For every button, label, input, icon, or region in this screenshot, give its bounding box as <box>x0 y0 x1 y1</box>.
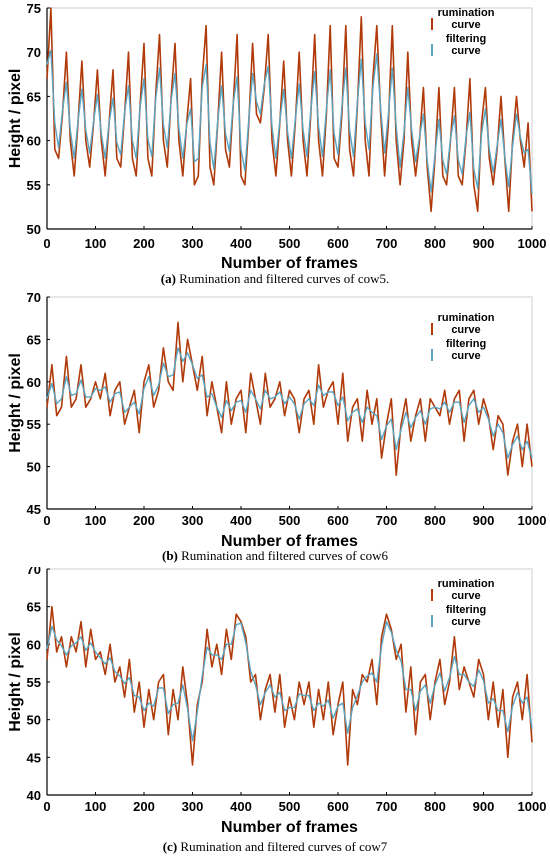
y-tick-label-c-1: 45 <box>27 750 41 765</box>
x-tick-label-c-2: 200 <box>133 799 155 814</box>
y-tick-label-b-3: 60 <box>27 375 41 390</box>
legend-label-b-0: rumination curve <box>438 312 495 336</box>
x-tick-label-c-9: 900 <box>473 799 495 814</box>
x-axis-title-c: Number of frames <box>221 819 358 836</box>
legend-label-c-0: rumination curve <box>438 578 495 602</box>
y-tick-label-b-1: 50 <box>27 460 41 475</box>
legend-label-line-b-0-0: rumination <box>438 312 495 324</box>
legend-label-line-a-0-0: rumination <box>438 7 495 19</box>
legend-label-line-c-1-1: curve <box>451 616 480 628</box>
x-tick-label-a-5: 500 <box>279 236 301 251</box>
y-tick-label-c-4: 60 <box>27 637 41 652</box>
x-tick-label-b-9: 900 <box>473 513 495 528</box>
y-tick-label-c-0: 40 <box>27 788 41 803</box>
y-tick-label-c-6: 70 <box>27 567 41 577</box>
legend-label-a-1: filtering curve <box>446 33 486 57</box>
series-filtering-line-b <box>46 347 533 459</box>
legend-label-line-c-0-0: rumination <box>438 578 495 590</box>
x-tick-label-a-4: 400 <box>230 236 252 251</box>
y-tick-label-a-4: 70 <box>27 45 41 60</box>
x-tick-label-b-0: 0 <box>43 513 50 528</box>
x-tick-label-c-5: 500 <box>279 799 301 814</box>
y-tick-label-a-2: 60 <box>27 134 41 149</box>
x-tick-label-b-1: 100 <box>85 513 107 528</box>
x-tick-label-b-4: 400 <box>230 513 252 528</box>
caption-b: (b) Rumination and filtered curves of co… <box>0 548 550 564</box>
series-filtering-line-c <box>46 621 533 742</box>
x-tick-label-a-7: 700 <box>376 236 398 251</box>
legend-label-line-c-1-0: filtering <box>446 604 486 616</box>
y-tick-label-c-5: 65 <box>27 600 41 615</box>
x-tick-label-c-1: 100 <box>85 799 107 814</box>
y-tick-label-c-3: 55 <box>27 675 41 690</box>
chart-panel-b: 0 100 200 300 400 500 600 700 800 900 1000 45 50 55 60… <box>0 287 550 549</box>
y-axis-title-a: Height / pixel <box>7 69 24 169</box>
x-tick-label-a-9: 900 <box>473 236 495 251</box>
legend-label-line-b-1-0: filtering <box>446 338 486 350</box>
y-tick-label-b-4: 65 <box>27 332 41 347</box>
legend-label-line-b-0-1: curve <box>451 324 480 336</box>
y-tick-label-b-2: 55 <box>27 417 41 432</box>
legend-label-line-b-1-1: curve <box>451 350 480 362</box>
caption-c-text: Rumination and filtered curves of cow7 <box>177 839 388 854</box>
legend-label-line-a-1-1: curve <box>451 45 480 57</box>
series-rumination-line-b <box>46 321 533 476</box>
x-tick-label-c-10: 1000 <box>518 799 547 814</box>
caption-a-label: (a) <box>160 271 176 286</box>
y-axis-title-c: Height / pixel <box>7 632 24 732</box>
legend-label-line-c-0-1: curve <box>451 590 480 602</box>
x-tick-label-a-1: 100 <box>85 236 107 251</box>
y-tick-label-c-2: 50 <box>27 713 41 728</box>
x-tick-label-c-3: 300 <box>182 799 204 814</box>
series-filtering-line-a <box>46 49 533 194</box>
y-tick-label-b-5: 70 <box>27 290 41 305</box>
y-axis-title-b: Height / pixel <box>7 353 24 453</box>
x-tick-label-c-0: 0 <box>43 799 50 814</box>
chart-panel-a: 0 100 200 300 400 500 600 700 800 900 1000 50 55 60 65… <box>0 0 550 272</box>
caption-c: (c) Rumination and filtered curves of co… <box>0 839 550 855</box>
x-tick-label-a-6: 600 <box>327 236 349 251</box>
x-tick-label-b-10: 1000 <box>518 513 547 528</box>
chart-a: 0 100 200 300 400 500 600 700 800 900 1000 50 55 60 65… <box>7 1 547 272</box>
x-axis-title-a: Number of frames <box>221 255 358 272</box>
y-tick-label-b-0: 45 <box>27 502 41 517</box>
x-tick-label-a-10: 1000 <box>518 236 547 251</box>
caption-b-text: Rumination and filtered curves of cow6 <box>177 548 388 563</box>
y-tick-label-a-3: 65 <box>27 89 41 104</box>
x-tick-label-c-7: 700 <box>376 799 398 814</box>
y-tick-label-a-0: 50 <box>27 222 41 237</box>
x-tick-label-c-6: 600 <box>327 799 349 814</box>
chart-panel-c: 0 100 200 300 400 500 600 700 800 900 1000 40 45 50 55… <box>0 567 550 839</box>
chart-c: 0 100 200 300 400 500 600 700 800 900 1000 40 45 50 55… <box>7 567 547 836</box>
x-tick-label-b-8: 800 <box>424 513 446 528</box>
legend-label-line-a-0-1: curve <box>451 19 480 31</box>
x-tick-label-a-3: 300 <box>182 236 204 251</box>
x-tick-label-b-3: 300 <box>182 513 204 528</box>
legend-label-c-1: filtering curve <box>446 604 486 628</box>
x-tick-label-a-2: 200 <box>133 236 155 251</box>
caption-b-label: (b) <box>162 548 178 563</box>
legend-label-a-0: rumination curve <box>438 7 495 31</box>
legend-label-line-a-1-0: filtering <box>446 33 486 45</box>
x-tick-label-a-0: 0 <box>43 236 50 251</box>
y-tick-label-a-1: 55 <box>27 178 41 193</box>
caption-c-label: (c) <box>162 839 178 854</box>
series-rumination-line-c <box>46 605 533 766</box>
x-tick-label-b-5: 500 <box>279 513 301 528</box>
x-tick-label-b-6: 600 <box>327 513 349 528</box>
y-tick-label-a-5: 75 <box>27 1 41 16</box>
caption-a-text: Rumination and filtered curves of cow5. <box>175 271 390 286</box>
caption-a: (a) Rumination and filtered curves of co… <box>0 271 550 287</box>
x-tick-label-b-7: 700 <box>376 513 398 528</box>
x-axis-title-b: Number of frames <box>221 533 358 549</box>
chart-b: 0 100 200 300 400 500 600 700 800 900 1000 45 50 55 60… <box>7 290 547 549</box>
x-tick-label-b-2: 200 <box>133 513 155 528</box>
x-tick-label-a-8: 800 <box>424 236 446 251</box>
x-tick-label-c-8: 800 <box>424 799 446 814</box>
legend-label-b-1: filtering curve <box>446 338 486 362</box>
x-tick-label-c-4: 400 <box>230 799 252 814</box>
